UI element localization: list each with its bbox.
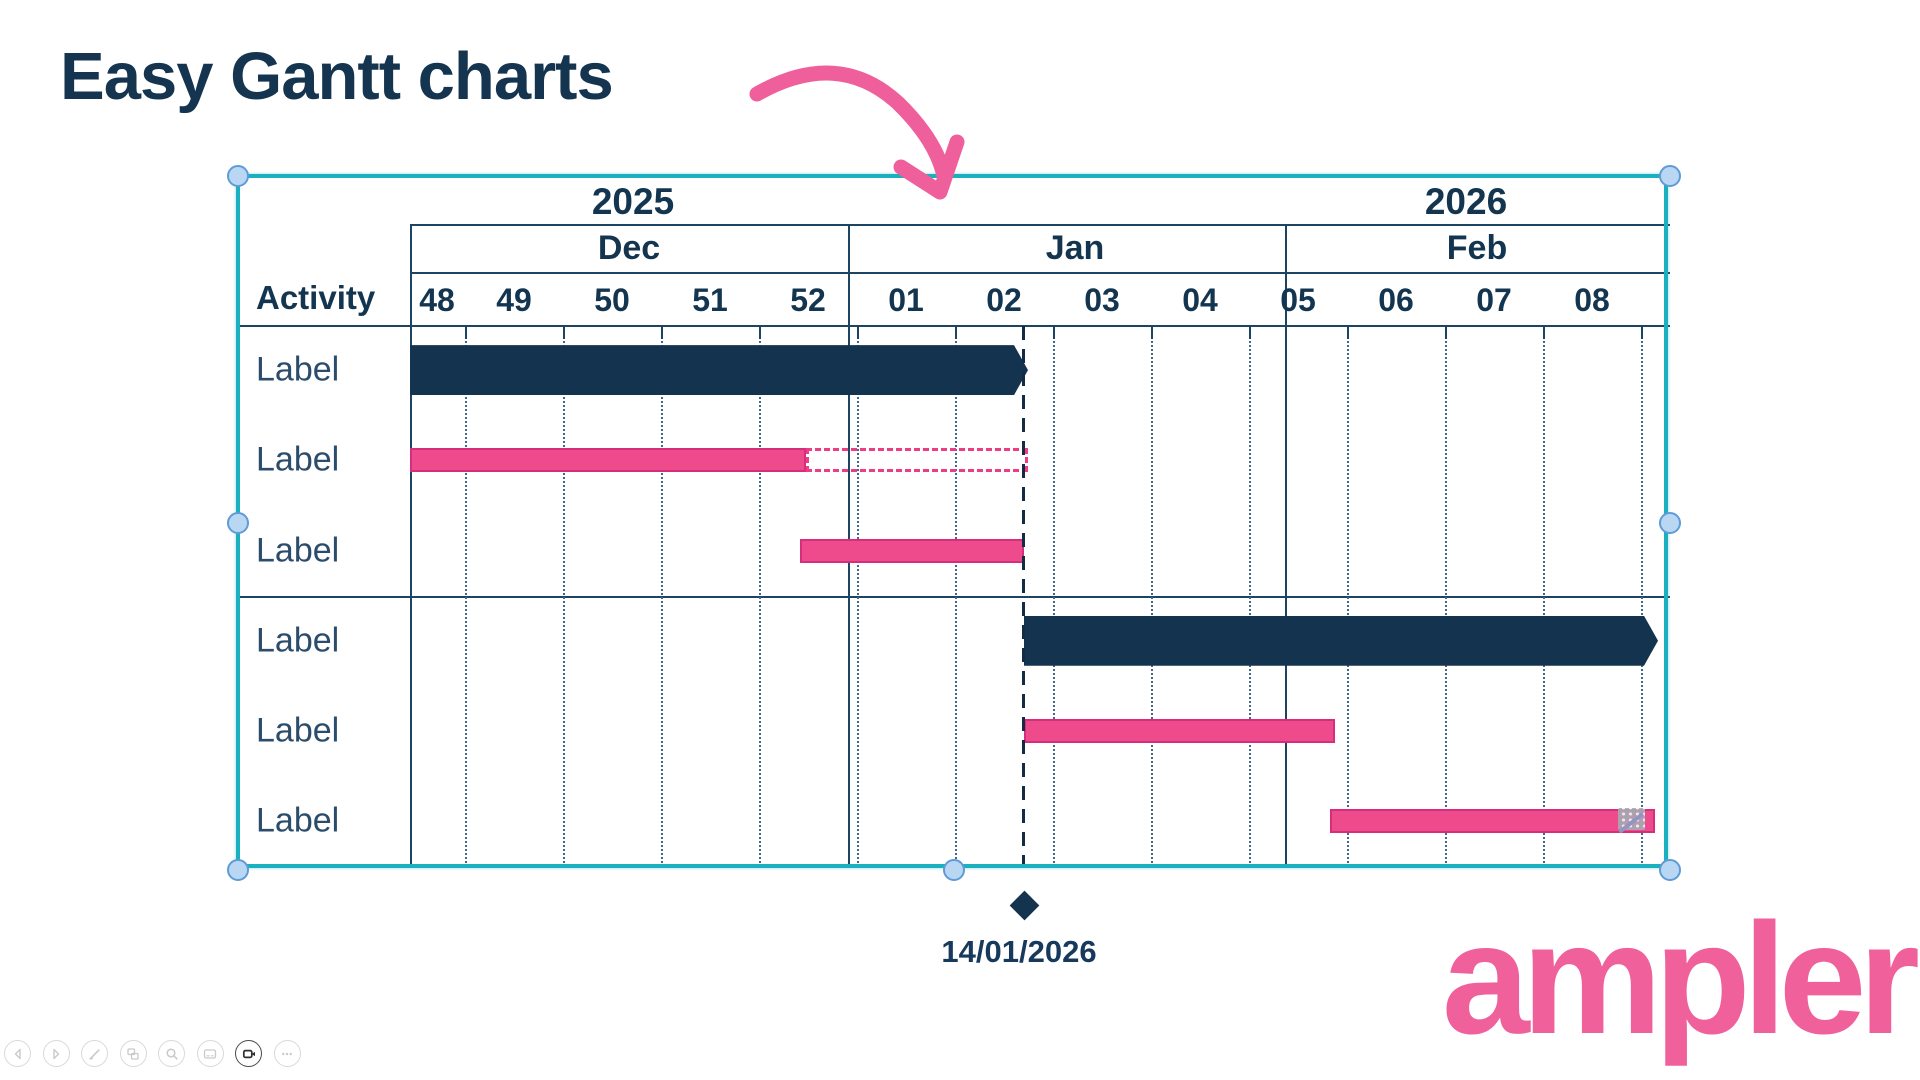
week-gridline — [563, 326, 565, 866]
week-tick — [1249, 326, 1251, 339]
week-gridline — [661, 326, 663, 866]
row-label: Label — [256, 350, 340, 389]
gantt-bar[interactable] — [1024, 718, 1335, 743]
activity-column-header: Activity — [256, 279, 376, 316]
selection-handle-top-left[interactable] — [227, 165, 249, 187]
presenter-toolbar — [4, 1040, 301, 1067]
week-tick — [1347, 326, 1349, 339]
month-row-underline — [410, 272, 1670, 274]
month-label: Feb — [1446, 229, 1508, 267]
week-tick — [661, 326, 663, 339]
week-label: 06 — [1378, 282, 1414, 318]
week-tick — [465, 326, 467, 339]
week-label: 03 — [1084, 282, 1120, 318]
previous-slide-button[interactable] — [4, 1040, 31, 1067]
year-label: 2025 — [591, 181, 675, 222]
pen-icon — [88, 1048, 100, 1060]
week-label: 05 — [1280, 282, 1316, 318]
zoom-button[interactable] — [158, 1040, 185, 1067]
zoom-icon — [165, 1047, 178, 1060]
draft-watermark-icon — [1618, 808, 1645, 831]
week-gridline — [857, 326, 859, 866]
week-label: 48 — [419, 282, 455, 318]
week-tick — [1543, 326, 1545, 339]
week-tick — [1641, 326, 1643, 339]
week-gridline — [1151, 326, 1153, 866]
gantt-bar[interactable] — [806, 448, 1028, 473]
row-label: Label — [256, 711, 340, 750]
camera-button[interactable] — [235, 1040, 262, 1067]
week-label: 07 — [1476, 282, 1512, 318]
more-options-icon — [282, 1052, 292, 1055]
slide-title: Easy Gantt charts — [60, 39, 614, 114]
next-slide-button[interactable] — [42, 1040, 70, 1067]
month-label: Jan — [1045, 229, 1105, 267]
see-all-slides-icon — [127, 1047, 139, 1060]
month-divider-line — [1285, 224, 1287, 866]
week-label: 52 — [790, 282, 826, 318]
previous-slide-icon — [14, 1048, 21, 1059]
month-label: Dec — [597, 229, 661, 267]
week-gridline — [1053, 326, 1055, 866]
week-tick — [955, 326, 957, 339]
week-label: 51 — [692, 282, 728, 318]
more-options-button[interactable] — [273, 1040, 301, 1067]
gantt-bar[interactable] — [1330, 808, 1655, 834]
pen-button[interactable] — [81, 1040, 108, 1067]
gantt-bar[interactable] — [410, 448, 806, 473]
row-label: Label — [256, 440, 340, 479]
week-tick — [1445, 326, 1447, 339]
row-label: Label — [256, 801, 340, 840]
week-gridline — [1641, 326, 1643, 866]
today-line — [1022, 326, 1025, 867]
week-label: 49 — [496, 282, 532, 318]
week-label: 08 — [1574, 282, 1610, 318]
year-label: 2026 — [1424, 181, 1508, 222]
week-label: 04 — [1182, 282, 1218, 318]
row-label: Label — [256, 621, 340, 660]
week-tick — [759, 326, 761, 339]
camera-icon — [242, 1049, 255, 1058]
week-gridline — [955, 326, 957, 866]
week-tick — [857, 326, 859, 339]
selection-handle-bottom-left[interactable] — [227, 859, 249, 881]
week-label: 01 — [888, 282, 924, 318]
week-gridline — [1445, 326, 1447, 866]
week-gridline — [465, 326, 467, 866]
week-tick — [1151, 326, 1153, 339]
row-label: Label — [256, 531, 340, 569]
plot-left-line — [410, 224, 412, 866]
selection-border[interactable] — [236, 174, 1668, 868]
selection-handle-mid-left[interactable] — [227, 512, 249, 534]
milestone-date-label: 14/01/2026 — [941, 934, 1097, 969]
gantt-bar[interactable] — [1024, 616, 1658, 666]
week-label: 50 — [594, 282, 630, 318]
selection-handle-top-right[interactable] — [1659, 165, 1681, 187]
week-gridline — [1347, 326, 1349, 866]
selection-handle-bottom-right[interactable] — [1659, 859, 1681, 881]
brand-logo: ampler — [1441, 891, 1920, 1067]
gantt-bar[interactable] — [410, 345, 1028, 395]
see-all-slides-button[interactable] — [119, 1040, 147, 1067]
selection-handle-bottom-center[interactable] — [943, 859, 965, 881]
week-gridline — [1249, 326, 1251, 866]
week-label: 02 — [986, 282, 1022, 318]
captions-button[interactable] — [196, 1040, 224, 1067]
milestone-diamond-icon — [1009, 890, 1040, 921]
week-gridline — [1543, 326, 1545, 866]
week-gridline — [759, 326, 761, 866]
week-tick — [1053, 326, 1055, 339]
week-tick — [563, 326, 565, 339]
captions-icon — [203, 1048, 217, 1059]
selection-handle-mid-right[interactable] — [1659, 512, 1681, 534]
year-row-underline — [410, 224, 1670, 226]
next-slide-icon — [53, 1048, 60, 1059]
